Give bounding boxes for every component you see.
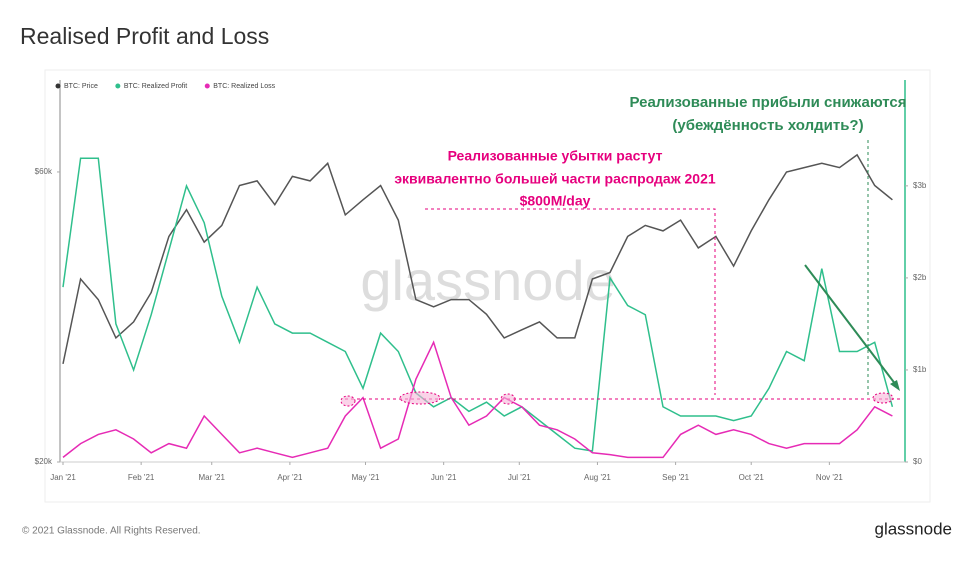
y-tick-label: $60k [35,167,53,176]
x-tick-label: Jan '21 [50,473,76,482]
legend-dot [115,83,121,89]
arrow-head [890,380,900,391]
legend-label: BTC: Realized Profit [124,83,187,90]
y2-tick-label: $3b [913,181,927,190]
brand-logo: glassnode [874,519,952,538]
annotation-lines [340,140,900,407]
highlight [500,393,516,405]
annotation: эквивалентно большей части распродаж 202… [394,171,716,187]
x-tick-label: Apr '21 [277,473,303,482]
annotation: Реализованные прибыли снижаются [629,94,906,111]
series-line [62,340,893,459]
x-tick-label: Jul '21 [508,473,531,482]
highlight [399,391,441,405]
watermark: glassnode [360,249,615,312]
x-tick-label: Aug '21 [584,473,611,482]
legend-label: BTC: Realized Loss [213,83,275,90]
x-tick-label: May '21 [352,473,380,482]
legend-dot [55,83,61,89]
y-tick-label: $20k [35,457,53,466]
series-line [62,157,894,452]
x-tick-label: Mar '21 [199,473,226,482]
annotation: (убеждённость холдить?) [672,117,863,134]
y2-tick-label: $2b [913,273,927,282]
plot: Jan '21 Feb '21 Mar '21 Apr '21 May '21 Jun '… [35,80,927,482]
x-tick-label: Oct '21 [739,473,765,482]
chart-title: Realised Profit and Loss [20,23,269,49]
chart-frame [44,69,931,503]
legend-label: BTC: Price [64,83,98,90]
x-tick-label: Sep '21 [662,473,689,482]
x-tick-label: Jun '21 [431,473,457,482]
footer: © 2021 Glassnode. All Rights Reserved. [22,526,201,537]
highlight [340,395,356,407]
legend-dot [204,83,210,89]
y2-tick-label: $0 [913,457,922,466]
y2-tick-label: $1b [913,365,927,374]
arrow [804,264,897,386]
annotation: Реализованные убытки растут [448,148,663,164]
x-tick-label: Feb '21 [128,473,155,482]
x-tick-label: Nov '21 [816,473,843,482]
series-line [62,153,893,365]
annotation: $800M/day [520,193,591,209]
dashed-line [425,208,716,395]
highlight [872,392,894,404]
